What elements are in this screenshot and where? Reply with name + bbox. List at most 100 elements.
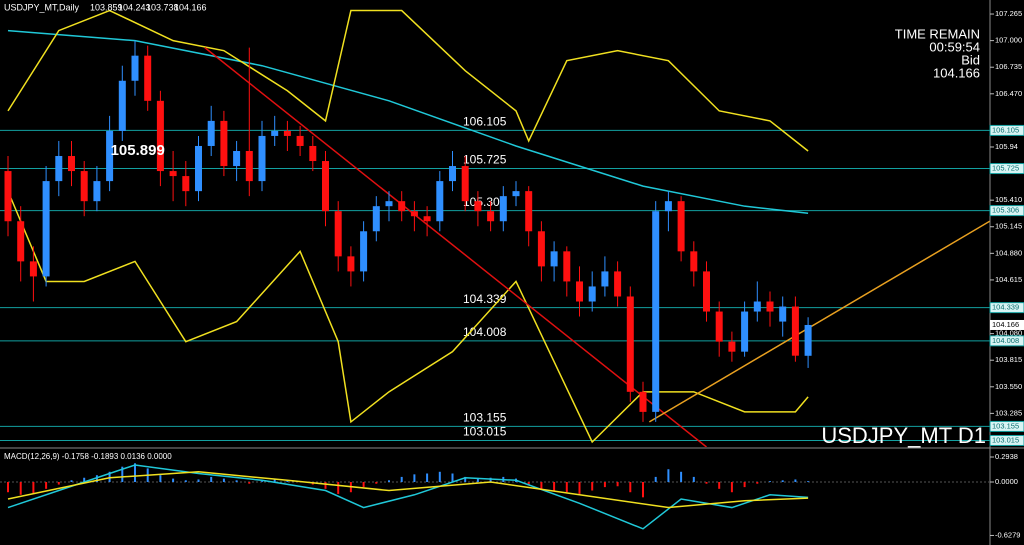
candle-body bbox=[766, 301, 774, 312]
candle-body bbox=[461, 166, 469, 202]
y-tick-label: 105.145 bbox=[995, 222, 1022, 231]
candle-body bbox=[207, 120, 215, 146]
candle-body bbox=[550, 251, 558, 267]
candle-body bbox=[156, 100, 164, 172]
candle-body bbox=[182, 176, 190, 192]
macd-tick-label: -0.6279 bbox=[995, 530, 1020, 539]
overlay-line bbox=[204, 47, 707, 447]
candle-body bbox=[576, 281, 583, 302]
overlay-line bbox=[648, 220, 990, 423]
level-tag bbox=[989, 205, 1024, 217]
candle-body bbox=[258, 135, 266, 182]
header-value: 103.859 bbox=[90, 2, 123, 12]
candle-body bbox=[144, 55, 152, 101]
level-tag bbox=[989, 302, 1024, 314]
candle-body bbox=[245, 150, 253, 182]
candle-body bbox=[347, 256, 355, 272]
macd-label: MACD(12,26,9) -0.1758 -0.1893 0.0136 0.0… bbox=[4, 452, 172, 461]
candle-body bbox=[17, 221, 25, 262]
y-tick-label: 104.880 bbox=[995, 248, 1022, 257]
level-label: 105.306 bbox=[463, 195, 507, 209]
y-tick-label: 105.410 bbox=[995, 195, 1022, 204]
header-value: 104.166 bbox=[174, 2, 207, 12]
y-tick-label: 107.000 bbox=[995, 36, 1022, 45]
macd-tick-label: 0.0000 bbox=[995, 477, 1018, 486]
candle-body bbox=[68, 156, 75, 172]
candle-body bbox=[563, 251, 571, 282]
candle-body bbox=[423, 216, 431, 222]
symbol-title: USDJPY_MT,Daily bbox=[4, 2, 80, 12]
candle-body bbox=[334, 211, 342, 257]
candle-body bbox=[436, 181, 444, 222]
y-tick-label: 104.615 bbox=[995, 275, 1022, 284]
y-tick-label: 105.94 bbox=[995, 142, 1018, 151]
y-tick-label: 103.815 bbox=[995, 355, 1022, 364]
overlay-line bbox=[7, 29, 809, 214]
level-label: 106.105 bbox=[463, 115, 507, 129]
macd-panel bbox=[0, 463, 990, 530]
level-label: 103.155 bbox=[463, 411, 507, 425]
level-tag bbox=[989, 434, 1024, 446]
overlay-line bbox=[7, 9, 809, 152]
candle-body bbox=[779, 306, 787, 322]
timer: 00:59:54 bbox=[929, 39, 980, 54]
y-tick-label: 106.735 bbox=[995, 62, 1022, 71]
candle-body bbox=[626, 296, 634, 392]
y-tick-label: 106.470 bbox=[995, 89, 1022, 98]
candle-body bbox=[309, 145, 317, 162]
level-tag-label: 103.015 bbox=[992, 435, 1019, 444]
candle-body bbox=[677, 201, 685, 252]
candle-body bbox=[804, 324, 812, 356]
candle-body bbox=[703, 271, 710, 312]
level-label: 105.725 bbox=[463, 153, 507, 167]
axis: 107.265 107.000 106.735 106.470 105.94 105.41… bbox=[989, 9, 1024, 539]
header-value: 103.738 bbox=[146, 2, 179, 12]
candle-body bbox=[106, 130, 114, 182]
candle-body bbox=[499, 196, 507, 222]
candle-body bbox=[220, 120, 228, 167]
price-panel: 106.105105.725105.306104.339104.008103.1… bbox=[0, 9, 990, 447]
level-tag-label: 106.105 bbox=[992, 125, 1019, 134]
candle-body bbox=[398, 201, 406, 212]
candle-body bbox=[753, 301, 761, 312]
level-tag-label: 104.008 bbox=[992, 336, 1019, 345]
candle-body bbox=[131, 55, 139, 81]
candle-body bbox=[639, 391, 647, 412]
candle-body bbox=[169, 171, 177, 177]
y-tick-label: 104.080 bbox=[995, 329, 1022, 338]
candle-body bbox=[80, 171, 88, 202]
price-annotation: 105.899 bbox=[111, 142, 165, 159]
candle-body bbox=[29, 261, 37, 277]
level-label: 104.339 bbox=[463, 292, 507, 306]
candle-body bbox=[410, 211, 418, 217]
candle-body bbox=[715, 311, 723, 342]
candle-body bbox=[537, 231, 545, 267]
candle-body bbox=[474, 201, 482, 212]
macd-line bbox=[7, 471, 809, 509]
candle-body bbox=[588, 286, 596, 302]
timer-label: TIME REMAIN bbox=[895, 26, 980, 41]
header: USDJPY_MT,Daily MACD(12,26,9) -0.1758 -0… bbox=[4, 2, 986, 461]
level-tag bbox=[989, 335, 1024, 347]
candle-body bbox=[487, 211, 495, 222]
candle-body bbox=[664, 201, 672, 212]
candle-body bbox=[118, 80, 126, 131]
candle-body bbox=[652, 211, 660, 412]
candle-body bbox=[55, 156, 63, 182]
candle-body bbox=[360, 231, 368, 272]
level-tag bbox=[989, 163, 1024, 175]
level-tag-label: 105.306 bbox=[992, 206, 1019, 215]
candle-body bbox=[93, 181, 101, 202]
candle-body bbox=[449, 166, 456, 182]
bid-label: Bid bbox=[961, 52, 980, 67]
candle-body bbox=[614, 271, 622, 297]
watermark: USDJPY_MT D1 bbox=[821, 423, 986, 448]
candle-body bbox=[233, 150, 241, 167]
level-tag bbox=[989, 420, 1024, 432]
level-tag-label: 104.339 bbox=[992, 303, 1019, 312]
candle-body bbox=[791, 306, 799, 356]
candle-body bbox=[512, 191, 520, 197]
overlay-line bbox=[7, 190, 809, 444]
